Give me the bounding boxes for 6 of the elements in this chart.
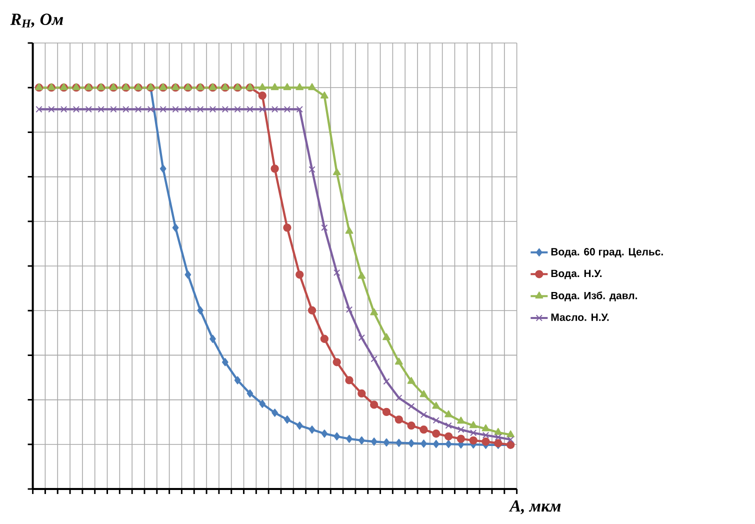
y-axis-title: R$_{H}$, Ом xyxy=(10,14,64,28)
legend-label: Вода. Н.У. xyxy=(551,270,602,280)
legend-label: Масло. Н.У. xyxy=(551,314,609,321)
legend-label: Вода. Изб. давл. xyxy=(551,291,638,302)
x-axis-title: A, мкм xyxy=(508,500,561,514)
legend-label: Вода. 60 град. Цельс. xyxy=(551,248,663,258)
